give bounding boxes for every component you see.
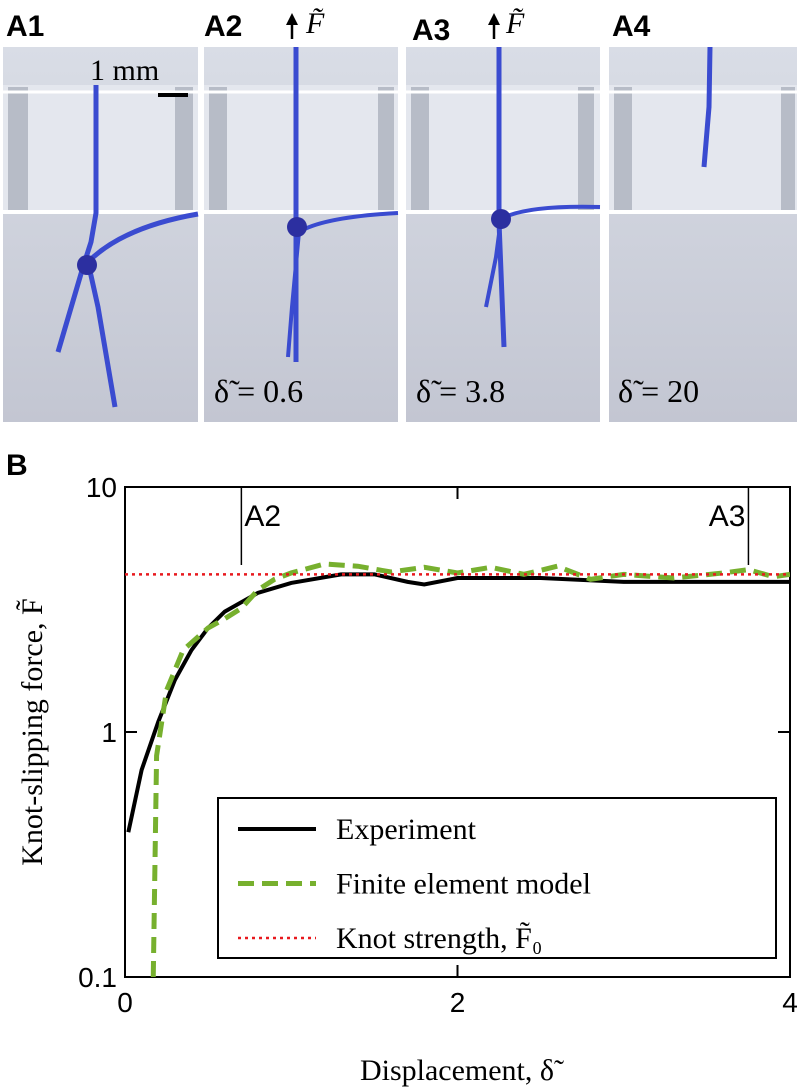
photo: [3, 47, 199, 422]
force-label: F̃: [505, 7, 525, 40]
photo-row: [3, 13, 797, 422]
legend-label: Knot strength, F̃₀: [336, 922, 542, 955]
annotation-label: A3: [709, 500, 746, 533]
x-tick-label: 2: [450, 987, 466, 1018]
force-label: F̃: [305, 7, 325, 40]
photo: [204, 13, 399, 422]
series-line: [126, 572, 790, 833]
y-tick-label: 0.1: [78, 962, 117, 993]
legend-label: Experiment: [336, 813, 477, 846]
legend-label: Finite element model: [336, 868, 591, 901]
annotation-label: A2: [244, 500, 281, 533]
y-axis-label: Knot-slipping force, F̃: [16, 598, 49, 865]
panel-label: A2: [204, 10, 242, 43]
displacement-label: δ̃ = 3.8: [416, 373, 505, 409]
displacement-label: δ̃ = 0.6: [214, 373, 303, 409]
x-axis-label: Displacement, δ̃: [360, 1054, 564, 1087]
photo: [609, 46, 797, 422]
plot-area: [125, 561, 790, 977]
x-tick-label: 4: [782, 987, 798, 1018]
series-line: [150, 561, 790, 977]
scale-bar-label: 1 mm: [90, 54, 159, 87]
panel-label: A3: [412, 14, 450, 47]
legend-box: [217, 797, 777, 959]
displacement-label: δ̃ = 20: [618, 373, 699, 409]
y-tick-label: 1: [101, 717, 117, 748]
panel-label: A4: [612, 10, 651, 43]
y-tick-label: 10: [86, 472, 117, 503]
panel-label: A1: [6, 10, 44, 43]
x-tick-label: 0: [117, 987, 133, 1018]
panel-label: B: [6, 449, 28, 482]
photo: [406, 13, 601, 422]
